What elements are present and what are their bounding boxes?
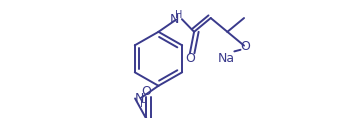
Text: Na: Na — [218, 52, 235, 65]
Text: O: O — [240, 40, 250, 53]
Text: O: O — [185, 52, 195, 65]
Text: H: H — [140, 99, 147, 109]
Text: N: N — [134, 92, 144, 105]
Text: N: N — [170, 13, 180, 26]
Text: H: H — [175, 10, 183, 20]
Text: O: O — [142, 85, 151, 98]
